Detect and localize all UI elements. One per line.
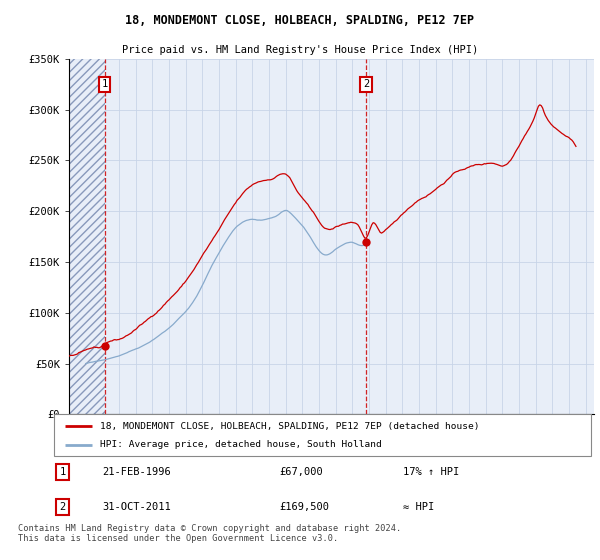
- Text: ≈ HPI: ≈ HPI: [403, 502, 434, 512]
- Text: 2: 2: [363, 79, 369, 89]
- Text: £169,500: £169,500: [280, 502, 329, 512]
- Text: Contains HM Land Registry data © Crown copyright and database right 2024.
This d: Contains HM Land Registry data © Crown c…: [18, 524, 401, 543]
- Text: 2: 2: [59, 502, 65, 512]
- Text: £67,000: £67,000: [280, 467, 323, 477]
- Text: 17% ↑ HPI: 17% ↑ HPI: [403, 467, 460, 477]
- Text: 21-FEB-1996: 21-FEB-1996: [103, 467, 171, 477]
- Text: 18, MONDEMONT CLOSE, HOLBEACH, SPALDING, PE12 7EP: 18, MONDEMONT CLOSE, HOLBEACH, SPALDING,…: [125, 14, 475, 27]
- Text: HPI: Average price, detached house, South Holland: HPI: Average price, detached house, Sout…: [100, 440, 382, 449]
- FancyBboxPatch shape: [54, 414, 591, 456]
- Text: 1: 1: [59, 467, 65, 477]
- Text: Price paid vs. HM Land Registry's House Price Index (HPI): Price paid vs. HM Land Registry's House …: [122, 45, 478, 55]
- Text: 1: 1: [101, 79, 107, 89]
- Bar: [69, 59, 104, 414]
- Text: 18, MONDEMONT CLOSE, HOLBEACH, SPALDING, PE12 7EP (detached house): 18, MONDEMONT CLOSE, HOLBEACH, SPALDING,…: [100, 422, 479, 431]
- Text: 31-OCT-2011: 31-OCT-2011: [103, 502, 171, 512]
